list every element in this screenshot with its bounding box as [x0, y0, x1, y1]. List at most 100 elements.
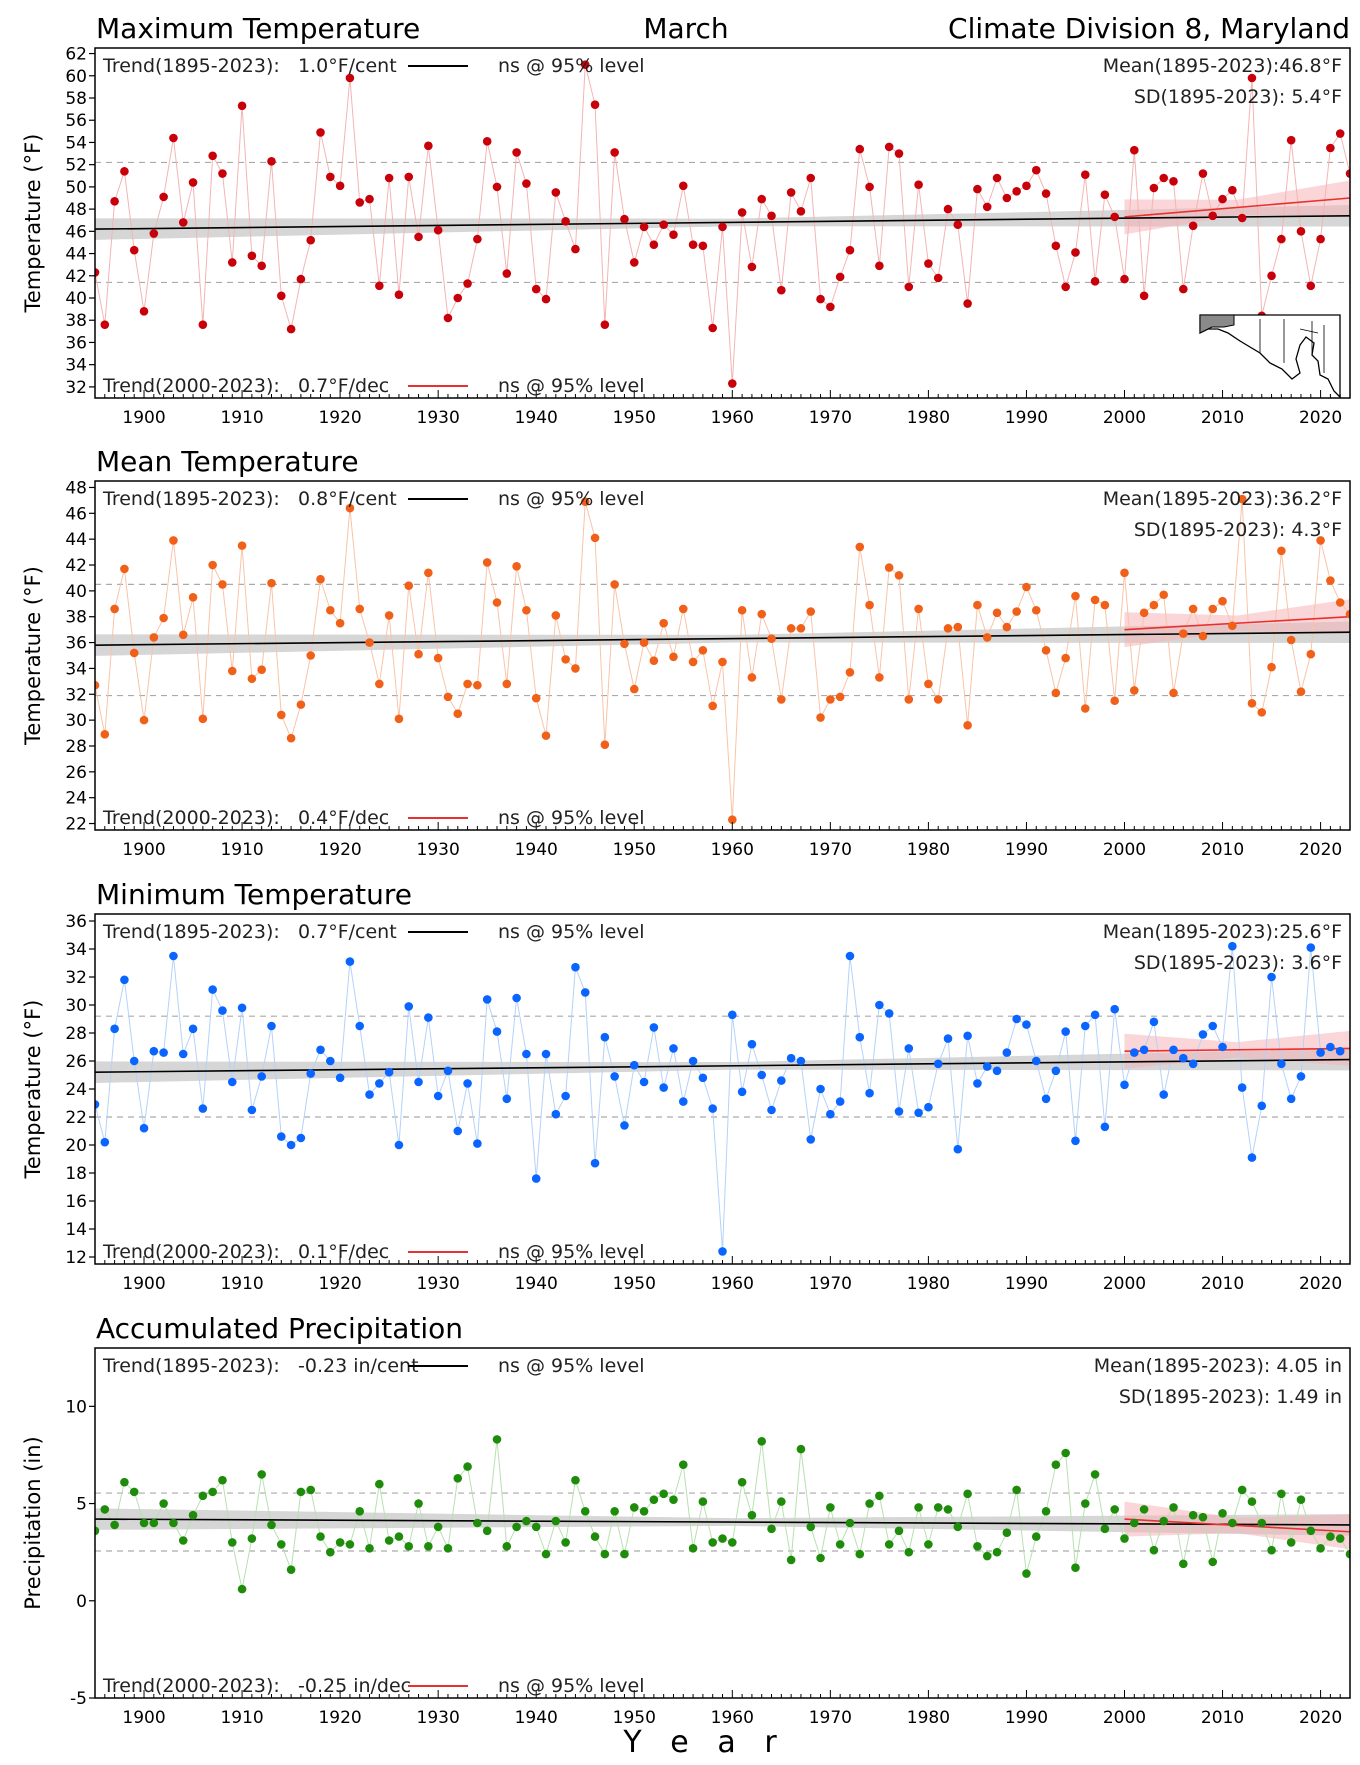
data-point — [933, 273, 943, 283]
data-point — [796, 207, 806, 216]
y-tick-label: 34 — [65, 356, 87, 376]
data-point — [326, 1056, 335, 1066]
trend-long-significance: ns @ 95% level — [498, 55, 644, 77]
y-axis-label: Temperature (°F) — [21, 566, 45, 746]
data-point — [110, 1520, 119, 1530]
x-tick-label: 1910 — [220, 408, 263, 428]
data-point — [992, 608, 1002, 618]
data-point — [1228, 185, 1237, 195]
data-point — [1296, 1495, 1306, 1504]
data-point — [767, 211, 776, 221]
y-tick-label: 30 — [65, 711, 87, 731]
data-point — [718, 1534, 727, 1543]
y-tick-label: 30 — [65, 996, 87, 1016]
data-point — [541, 1049, 551, 1059]
sd-annotation: SD(1895-2023): 4.3°F — [1134, 519, 1342, 541]
data-point — [95, 1526, 100, 1536]
y-tick-label: 38 — [65, 608, 87, 628]
data-point — [590, 1158, 600, 1168]
data-point — [747, 673, 757, 682]
data-point — [227, 666, 237, 676]
plot-area — [95, 941, 1350, 1256]
data-point — [1316, 1048, 1325, 1057]
data-point — [531, 693, 541, 703]
y-tick-label: 52 — [65, 156, 87, 176]
data-point — [169, 951, 178, 961]
data-point — [531, 1174, 541, 1183]
data-point — [1031, 1056, 1041, 1066]
data-point — [826, 1503, 835, 1512]
trend-long-significance: ns @ 95% level — [498, 1355, 644, 1377]
data-point — [159, 192, 168, 202]
data-point — [1159, 590, 1169, 600]
data-point — [1022, 1569, 1031, 1578]
x-tick-label: 1950 — [613, 840, 656, 860]
data-point — [227, 1538, 237, 1547]
data-point — [894, 149, 904, 158]
data-point — [345, 73, 355, 83]
data-point — [1110, 212, 1119, 222]
y-tick-label: -5 — [70, 1689, 87, 1709]
data-point — [394, 1532, 404, 1541]
x-tick-label: 1980 — [907, 1708, 950, 1728]
data-point — [267, 1520, 276, 1530]
data-point — [1149, 1017, 1159, 1027]
data-point — [384, 173, 394, 183]
trend-long-label: Trend(1895-2023): — [102, 55, 280, 77]
data-point — [482, 137, 492, 146]
data-point — [1051, 1066, 1061, 1076]
y-tick-label: 50 — [65, 178, 87, 198]
data-point — [443, 692, 453, 702]
data-point — [973, 1079, 982, 1088]
data-point — [1012, 1014, 1021, 1024]
data-point — [1139, 291, 1149, 301]
x-tick-label: 2000 — [1103, 1274, 1146, 1294]
data-point — [394, 290, 404, 299]
data-point — [1090, 1010, 1100, 1020]
data-point — [492, 1027, 502, 1036]
data-point — [855, 542, 865, 552]
data-point — [541, 294, 551, 304]
data-point — [1179, 1559, 1188, 1569]
data-point — [982, 633, 992, 642]
data-point — [1188, 1510, 1198, 1520]
data-point — [218, 1006, 227, 1015]
data-point — [600, 1549, 610, 1559]
data-point — [698, 1497, 708, 1506]
data-point — [1188, 604, 1198, 614]
data-point — [335, 1538, 345, 1547]
data-point — [1080, 1499, 1090, 1508]
data-point — [1198, 631, 1208, 641]
data-point — [992, 1547, 1002, 1557]
trend-short-label: Trend(2000-2023): — [102, 807, 280, 829]
data-point — [826, 302, 835, 312]
data-point — [169, 133, 178, 143]
trend-short-value: 0.1°F/dec — [298, 1241, 389, 1263]
data-point — [737, 605, 747, 615]
data-point — [590, 100, 600, 109]
data-point — [777, 1076, 786, 1085]
trend-short-label: Trend(2000-2023): — [102, 1241, 280, 1263]
data-point — [100, 1137, 110, 1147]
data-point — [1012, 607, 1021, 616]
data-point — [1316, 536, 1325, 545]
data-point — [1247, 699, 1257, 708]
data-point — [571, 1475, 580, 1485]
x-tick-label: 1930 — [417, 408, 460, 428]
y-tick-label: 48 — [65, 200, 87, 220]
data-point — [257, 261, 266, 271]
data-point — [120, 167, 129, 176]
data-point — [678, 1097, 688, 1106]
data-point — [639, 638, 649, 647]
data-point — [1120, 1080, 1129, 1090]
data-point — [502, 269, 512, 278]
data-point — [1110, 1004, 1119, 1014]
maryland-outline — [1199, 314, 1341, 399]
x-tick-label: 1950 — [613, 408, 656, 428]
x-tick-label: 1900 — [122, 840, 165, 860]
data-point — [1306, 1526, 1316, 1536]
data-point — [492, 598, 502, 607]
data-point — [110, 197, 119, 206]
data-point — [433, 225, 443, 235]
